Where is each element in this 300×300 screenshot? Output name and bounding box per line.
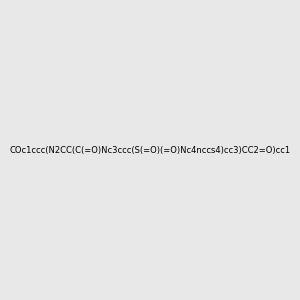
Text: COc1ccc(N2CC(C(=O)Nc3ccc(S(=O)(=O)Nc4nccs4)cc3)CC2=O)cc1: COc1ccc(N2CC(C(=O)Nc3ccc(S(=O)(=O)Nc4ncc… (9, 146, 291, 154)
